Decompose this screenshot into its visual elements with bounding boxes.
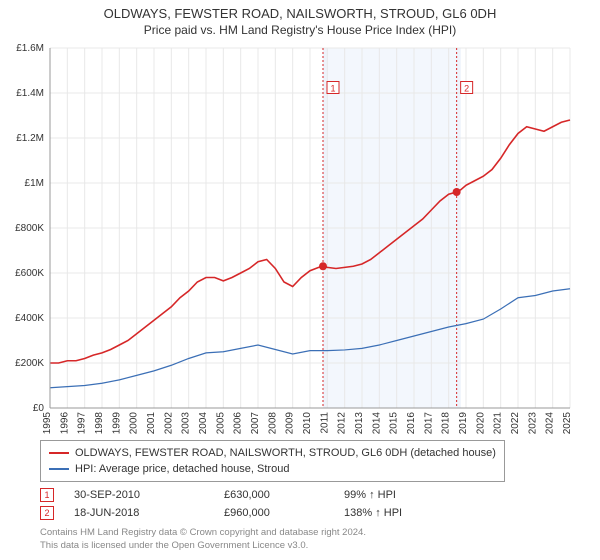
marker-price: £630,000 — [224, 489, 344, 501]
svg-text:2012: 2012 — [337, 412, 348, 435]
svg-text:2003: 2003 — [181, 412, 192, 435]
svg-text:1999: 1999 — [111, 412, 122, 435]
svg-text:1996: 1996 — [59, 412, 70, 435]
svg-text:2017: 2017 — [423, 412, 434, 435]
chart-svg: 12£0£200K£400K£600K£800K£1M£1.2M£1.4M£1.… — [6, 44, 576, 438]
svg-text:2014: 2014 — [371, 412, 382, 435]
svg-text:1: 1 — [330, 84, 335, 94]
legend-label: HPI: Average price, detached house, Stro… — [75, 461, 289, 477]
svg-text:2024: 2024 — [545, 412, 556, 435]
svg-text:£800K: £800K — [15, 223, 44, 234]
marker-row: 2 18-JUN-2018£960,000138% ↑ HPI — [40, 504, 464, 522]
svg-text:2002: 2002 — [163, 412, 174, 435]
legend: OLDWAYS, FEWSTER ROAD, NAILSWORTH, STROU… — [40, 440, 505, 482]
marker-date: 18-JUN-2018 — [74, 507, 224, 519]
svg-text:2021: 2021 — [493, 412, 504, 435]
chart: 12£0£200K£400K£600K£800K£1M£1.2M£1.4M£1.… — [6, 44, 526, 404]
svg-text:2018: 2018 — [441, 412, 452, 435]
svg-text:2016: 2016 — [406, 412, 417, 435]
marker-badge: 2 — [40, 506, 54, 520]
svg-text:2008: 2008 — [267, 412, 278, 435]
svg-text:2005: 2005 — [215, 412, 226, 435]
svg-text:2006: 2006 — [233, 412, 244, 435]
chart-title-area: OLDWAYS, FEWSTER ROAD, NAILSWORTH, STROU… — [0, 0, 600, 37]
svg-text:2: 2 — [464, 84, 469, 94]
marker-hpi: 138% ↑ HPI — [344, 507, 464, 519]
svg-text:2001: 2001 — [146, 412, 157, 435]
svg-text:2007: 2007 — [250, 412, 261, 435]
marker-date: 30-SEP-2010 — [74, 489, 224, 501]
svg-text:2009: 2009 — [285, 412, 296, 435]
markers-table: 1 30-SEP-2010£630,00099% ↑ HPI 2 18-JUN-201… — [40, 486, 464, 522]
svg-text:2020: 2020 — [475, 412, 486, 435]
footer-line-1: Contains HM Land Registry data © Crown c… — [40, 526, 366, 539]
svg-text:2019: 2019 — [458, 412, 469, 435]
svg-text:2011: 2011 — [319, 412, 330, 434]
footer-attribution: Contains HM Land Registry data © Crown c… — [40, 526, 366, 552]
svg-text:£1.2M: £1.2M — [16, 133, 44, 144]
svg-text:£200K: £200K — [15, 358, 44, 369]
footer-line-2: This data is licensed under the Open Gov… — [40, 539, 366, 552]
svg-text:£1.6M: £1.6M — [16, 44, 44, 54]
svg-text:£400K: £400K — [15, 313, 44, 324]
svg-text:2013: 2013 — [354, 412, 365, 435]
svg-text:2000: 2000 — [129, 412, 140, 435]
marker-price: £960,000 — [224, 507, 344, 519]
chart-subtitle: Price paid vs. HM Land Registry's House … — [0, 23, 600, 37]
marker-hpi: 99% ↑ HPI — [344, 489, 464, 501]
svg-text:£600K: £600K — [15, 268, 44, 279]
svg-text:2004: 2004 — [198, 412, 209, 435]
svg-text:2015: 2015 — [389, 412, 400, 435]
svg-text:2025: 2025 — [562, 412, 573, 435]
svg-text:1997: 1997 — [77, 412, 88, 435]
legend-swatch — [49, 468, 69, 470]
svg-text:2010: 2010 — [302, 412, 313, 435]
svg-text:1995: 1995 — [42, 412, 53, 435]
svg-text:£1M: £1M — [25, 178, 44, 189]
svg-text:£1.4M: £1.4M — [16, 88, 44, 99]
marker-badge: 1 — [40, 488, 54, 502]
svg-text:2022: 2022 — [510, 412, 521, 435]
legend-row: OLDWAYS, FEWSTER ROAD, NAILSWORTH, STROU… — [49, 445, 496, 461]
svg-text:2023: 2023 — [527, 412, 538, 435]
legend-label: OLDWAYS, FEWSTER ROAD, NAILSWORTH, STROU… — [75, 445, 496, 461]
chart-title: OLDWAYS, FEWSTER ROAD, NAILSWORTH, STROU… — [0, 6, 600, 21]
svg-text:1998: 1998 — [94, 412, 105, 435]
legend-swatch — [49, 452, 69, 454]
legend-row: HPI: Average price, detached house, Stro… — [49, 461, 496, 477]
marker-row: 1 30-SEP-2010£630,00099% ↑ HPI — [40, 486, 464, 504]
